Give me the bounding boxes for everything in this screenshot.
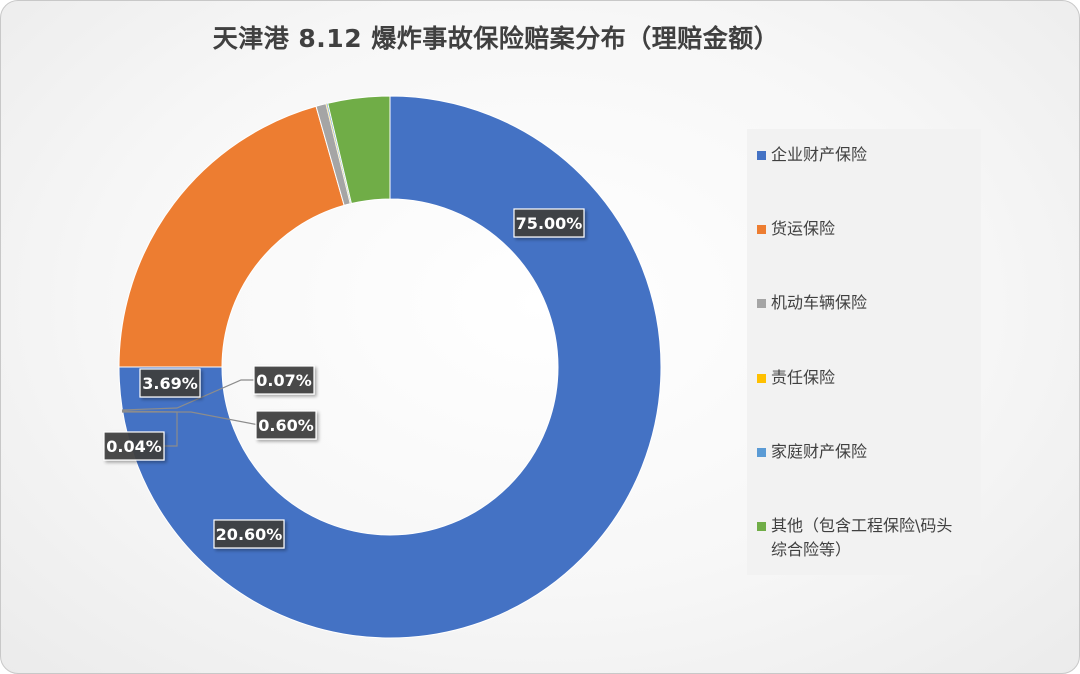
data-label-value: 0.60% [258, 416, 314, 435]
legend-item-2: 货运保险 [757, 217, 977, 241]
donut-slice-2 [118, 105, 345, 368]
legend-swatch [757, 299, 766, 308]
legend-label: 货运保险 [771, 219, 836, 238]
legend-label: 机动车辆保险 [771, 293, 868, 312]
data-label-value: 75.00% [516, 214, 583, 233]
legend-swatch [757, 522, 766, 531]
chart-title: 天津港 8.12 爆炸事故保险赔案分布（理赔金额） [212, 24, 780, 53]
data-label-box [513, 208, 585, 238]
data-label-box [103, 431, 165, 461]
donut-slice-6 [327, 95, 391, 205]
data-label-4: 0.04% [103, 431, 165, 461]
legend-item-3: 机动车辆保险 [757, 291, 977, 315]
legend-item-6: 其他（包含工程保险\码头 综合险等） [757, 514, 977, 562]
legend-swatch [757, 225, 766, 234]
data-label-3: 0.60% [255, 410, 317, 440]
legend-swatch [757, 374, 766, 383]
legend-item-1: 企业财产保险 [757, 143, 977, 167]
data-label-value: 20.60% [216, 525, 283, 544]
data-label-value: 3.69% [142, 374, 198, 393]
chart-legend: 企业财产保险 货运保险机动车辆保险 责任保险家庭财产保险其他（包含工程保险\码头 综合… [747, 129, 981, 575]
data-label-1: 75.00% [513, 208, 585, 238]
data-label-2: 20.60% [213, 519, 285, 549]
data-label-value: 0.04% [106, 437, 162, 456]
legend-swatch [757, 151, 766, 160]
legend-label: 家庭财产保险 [771, 442, 868, 461]
data-label-box [139, 368, 201, 398]
legend-swatch [757, 448, 766, 457]
legend-item-4: 责任保险 [757, 366, 977, 390]
legend-label: 其他（包含工程保险\码头 综合险等） [771, 516, 953, 559]
legend-item-5: 家庭财产保险 [757, 440, 977, 464]
data-label-box [255, 410, 317, 440]
legend-label: 企业财产保险 [771, 145, 868, 164]
data-label-box [213, 519, 285, 549]
data-label-box [253, 365, 315, 395]
leader-line-4 [121, 410, 178, 447]
legend-label: 责任保险 [771, 368, 836, 387]
leader-line-5 [121, 379, 254, 411]
data-label-6: 3.69% [139, 368, 201, 398]
data-label-value: 0.07% [256, 371, 312, 390]
data-label-5: 0.07% [253, 365, 315, 395]
